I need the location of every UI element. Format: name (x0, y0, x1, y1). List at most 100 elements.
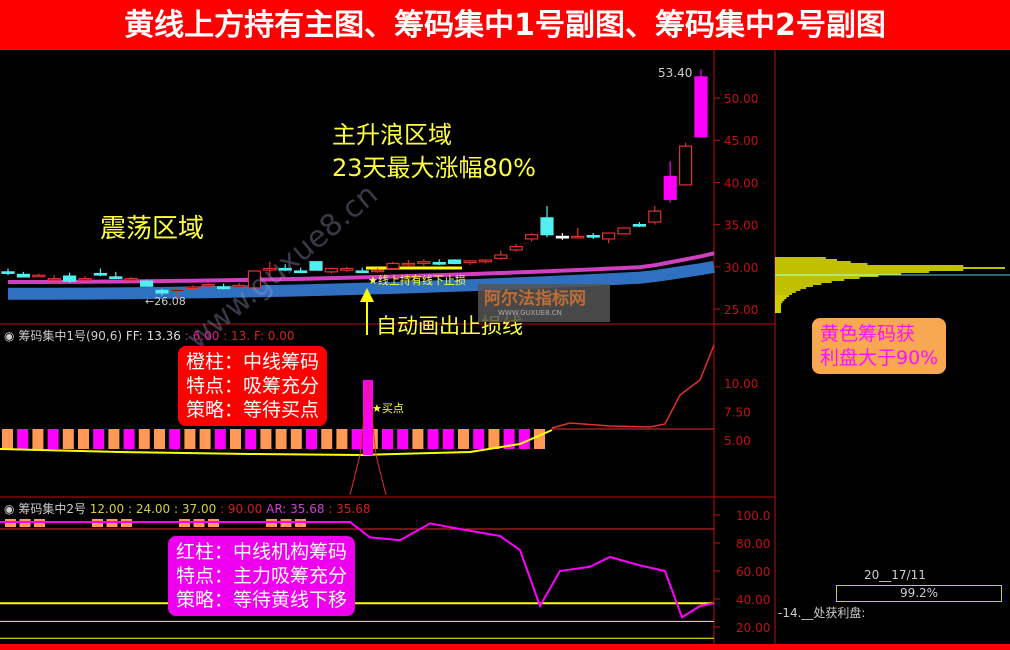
zone-main-rise-label: 主升浪区域 (332, 121, 452, 149)
panel1-title: 筹码集中1号(90,6) (18, 329, 123, 343)
panel1-bar (245, 429, 257, 449)
note-line: 黄色筹码获 (820, 323, 916, 345)
panel1-note: 橙柱：中线筹码 特点：吸筹充分 策略：等待买点 (178, 346, 328, 426)
panel1-red-line (551, 344, 715, 429)
collapse-icon[interactable]: ◉ (4, 329, 15, 343)
panel2-chart (0, 519, 715, 639)
candle-body (678, 145, 693, 186)
price-axis-label: 40.00 (724, 176, 758, 190)
panel1-bar (427, 429, 439, 449)
high-price-label: 53.40 (658, 66, 693, 80)
candle-body (555, 235, 570, 239)
panel2-v2: : 24.00 (127, 502, 171, 516)
panel2-ar-line (0, 521, 715, 619)
candle-body (617, 227, 631, 235)
panel1-bar (32, 429, 44, 449)
panel2-header: ◉ 筹码集中2号 12.00 : 24.00 : 37.00 : 90.00 A… (4, 500, 371, 517)
panel1-bar (138, 429, 150, 449)
panel1-bar (442, 429, 454, 449)
note-line: 策略：等待黄线下移 (176, 589, 348, 611)
panel1-bar (2, 429, 13, 449)
panel2-title: 筹码集中2号 (18, 502, 86, 516)
candle-body (524, 234, 539, 240)
panel1-bar (412, 429, 424, 449)
panel1-axis-label: 5.00 (724, 434, 751, 448)
candle-body (47, 278, 61, 281)
chip-note: 黄色筹码获 利盘大于90% (812, 318, 947, 374)
panel2-v3: : 37.00 (174, 502, 217, 516)
candle-body (155, 289, 169, 294)
price-axis-label: 30.00 (724, 261, 758, 275)
price-axis-label: 50.00 (724, 92, 758, 106)
candle-body (16, 273, 30, 278)
profit-label: -14.__处获利盘: (778, 606, 866, 620)
panel2-axis-label: 20.00 (736, 621, 770, 635)
candle-body (93, 272, 108, 276)
chip-date: 20__17/11 (864, 568, 926, 582)
candle-body (340, 267, 354, 271)
panel2-axis-label: 40.00 (736, 593, 770, 607)
zone-main-rise-gain: 23天最大涨幅80% (332, 154, 536, 182)
stoploss-note: ★线上持有线下止损 (368, 274, 466, 287)
bottom-bar (0, 644, 1010, 650)
collapse-icon[interactable]: ◉ (4, 502, 15, 516)
profit-bar-text: 99.2% (899, 586, 939, 600)
zone-oscillation-label: 震荡区域 (100, 214, 205, 244)
candle-body (62, 275, 77, 282)
candle-body (448, 259, 462, 265)
candle-body (509, 245, 523, 251)
candle-body (371, 269, 385, 273)
panel1-bar (321, 429, 333, 449)
candle-body (601, 232, 616, 240)
panel1-bar (351, 429, 363, 449)
watermark-text: 阿尔法指标网 (484, 289, 586, 309)
note-line: 利盘大于90% (820, 347, 939, 369)
panel1-spike-bar (363, 380, 373, 455)
candle-body (463, 260, 477, 264)
panel1-bar (214, 429, 226, 449)
panel1-bar (336, 429, 348, 449)
candle-body (540, 217, 554, 236)
panel2-v1: 12.00 (89, 502, 125, 516)
panel1-bar (488, 429, 500, 449)
main-chart (1, 69, 716, 335)
candle-body (32, 274, 46, 278)
candle-body (309, 261, 323, 271)
watermark-logo: 阿尔法指标网 WWW.GUXUE8.CN (478, 284, 610, 322)
panel1-bar (260, 429, 272, 449)
candle-body (571, 235, 585, 239)
note-line: 特点：吸筹充分 (186, 375, 320, 397)
panel1-bar (184, 429, 196, 449)
ma-line-pink (7, 251, 715, 284)
candle-body (478, 259, 492, 263)
candle-body (663, 175, 677, 200)
candle-body (140, 280, 154, 287)
watermark-url: WWW.GUXUE8.CN (498, 309, 562, 317)
candle-body (355, 270, 369, 274)
panel1-bar (290, 429, 302, 449)
candle-body (109, 276, 123, 280)
candle-body (694, 76, 708, 138)
note-line: 特点：主力吸筹充分 (176, 565, 348, 587)
candle-body (278, 267, 292, 271)
candle-body (632, 224, 647, 227)
panel2-axis-label: 80.00 (736, 537, 770, 551)
profit-bar: 99.2% (836, 585, 1002, 602)
candle-body (170, 288, 184, 292)
candle-body (247, 270, 261, 289)
candle-body (232, 284, 246, 288)
panel1-bar (78, 429, 89, 449)
panel2-note: 红柱：中线机构筹码 特点：主力吸筹充分 策略：等待黄线下移 (168, 536, 356, 616)
panel1-bar (62, 429, 74, 449)
panel1-red-spike (349, 379, 387, 496)
page-title-banner: 黄线上方持有主图、筹码集中1号副图、筹码集中2号副图 (0, 0, 1010, 50)
panel2-axis-label: 60.00 (736, 565, 770, 579)
panel1-bar (382, 429, 393, 449)
candle-body (432, 261, 446, 265)
panel1-bar (47, 429, 59, 449)
panel1-bar (93, 429, 105, 449)
panel1-bar (458, 429, 469, 449)
chip-distribution (775, 257, 1010, 313)
panel1-bar (534, 429, 545, 449)
